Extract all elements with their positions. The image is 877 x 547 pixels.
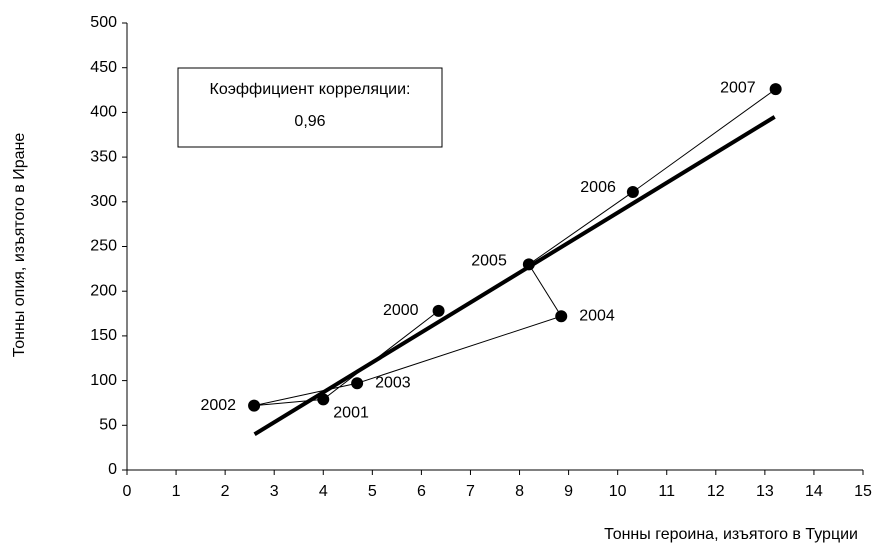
y-tick-label: 250 (90, 238, 117, 255)
x-tick-label: 4 (319, 483, 328, 500)
y-tick-label: 200 (90, 282, 117, 299)
x-tick-label: 9 (564, 483, 573, 500)
x-tick-label: 10 (609, 483, 627, 500)
point (351, 377, 364, 390)
trend-line (253, 115, 776, 436)
annotation-value: 0,96 (294, 113, 325, 130)
point-label: 2002 (200, 397, 236, 414)
x-tick-label: 6 (417, 483, 426, 500)
x-tick-label: 15 (854, 483, 872, 500)
point (317, 393, 330, 406)
y-tick-label: 500 (90, 14, 117, 31)
y-axis-title: Тонны опия, изъятого в Иране (11, 133, 28, 358)
point-label: 2004 (579, 307, 615, 324)
x-tick-label: 13 (756, 483, 774, 500)
x-tick-label: 0 (123, 483, 132, 500)
point (248, 399, 261, 412)
point-label: 2007 (720, 79, 756, 96)
y-tick-label: 100 (90, 372, 117, 389)
y-tick-label: 300 (90, 193, 117, 210)
y-tick-label: 450 (90, 59, 117, 76)
x-tick-label: 1 (172, 483, 181, 500)
annotation-title: Коэффициент корреляции: (210, 81, 411, 98)
y-tick-label: 400 (90, 104, 117, 121)
x-axis-title: Тонны героина, изъятого в Турции (604, 526, 858, 543)
point-label: 2003 (375, 375, 411, 392)
point (432, 304, 445, 317)
point (555, 310, 568, 323)
point (626, 185, 639, 198)
x-tick-label: 14 (805, 483, 823, 500)
point-label: 2006 (580, 179, 616, 196)
y-tick-label: 350 (90, 148, 117, 165)
point-label: 2001 (333, 405, 369, 422)
x-tick-label: 12 (707, 483, 725, 500)
point (769, 83, 782, 96)
annotation-box (177, 67, 443, 148)
connector-line (253, 88, 776, 407)
x-tick-label: 3 (270, 483, 279, 500)
y-tick-label: 0 (108, 461, 117, 478)
y-tick-label: 50 (99, 417, 117, 434)
y-tick-label: 150 (90, 327, 117, 344)
point (522, 258, 535, 271)
x-tick-label: 7 (466, 483, 475, 500)
point-label: 2000 (383, 302, 419, 319)
x-tick-label: 11 (658, 483, 675, 500)
x-tick-label: 2 (221, 483, 230, 500)
x-tick-label: 8 (515, 483, 524, 500)
x-tick-label: 5 (368, 483, 377, 500)
point-label: 2005 (471, 253, 507, 270)
